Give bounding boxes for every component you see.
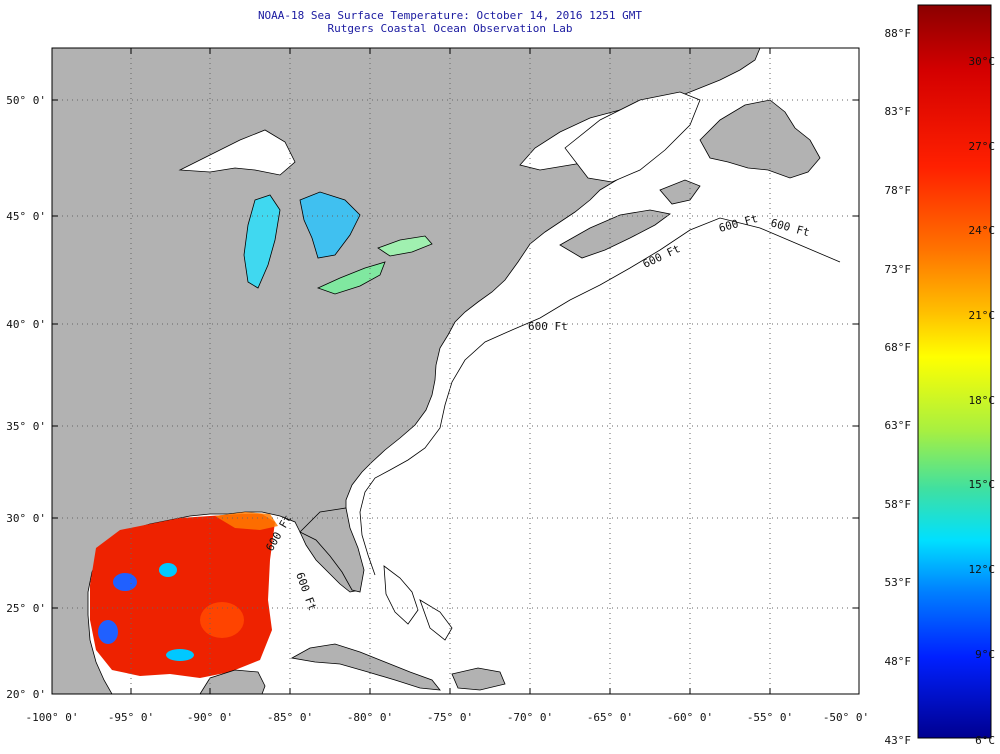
lon-label: -60° 0' xyxy=(667,711,713,724)
land-cuba xyxy=(290,643,441,691)
contour-label: 600 Ft xyxy=(528,320,568,333)
colorbar-f-label: 63°F xyxy=(885,419,912,432)
colorbar-c-label: 24°C xyxy=(969,224,996,237)
gulf-st-lawrence xyxy=(564,91,701,183)
colorbar-c-label: 18°C xyxy=(969,394,996,407)
gulf-cold-patch-4 xyxy=(166,649,194,661)
colorbar-f-label: 48°F xyxy=(885,655,912,668)
lon-label: -65° 0' xyxy=(587,711,633,724)
colorbar-f-label: 53°F xyxy=(885,576,912,589)
lake-ontario xyxy=(377,235,433,257)
lake-erie xyxy=(316,261,386,295)
colorbar-c-label: 27°C xyxy=(969,140,996,153)
bahamas-outline xyxy=(383,565,453,641)
land-newfoundland xyxy=(699,99,821,179)
lon-label: -55° 0' xyxy=(747,711,793,724)
lake-michigan xyxy=(243,194,281,289)
gulf-warm-patch-2 xyxy=(200,602,244,638)
lat-label: 30° 0' xyxy=(6,512,46,525)
colorbar-c-label: 9°C xyxy=(975,648,995,661)
colorbar-f-label: 88°F xyxy=(885,27,912,40)
lat-label: 35° 0' xyxy=(6,420,46,433)
colorbar-f-label: 43°F xyxy=(885,734,912,747)
lon-label: -95° 0' xyxy=(108,711,154,724)
lat-label: 50° 0' xyxy=(6,94,46,107)
colorbar-f-label: 78°F xyxy=(885,184,912,197)
lon-label: -70° 0' xyxy=(507,711,553,724)
lon-label: -90° 0' xyxy=(187,711,233,724)
map-title: NOAA-18 Sea Surface Temperature: October… xyxy=(257,9,643,22)
colorbar-c-label: 21°C xyxy=(969,309,996,322)
colorbar-c-label: 6°C xyxy=(975,734,995,747)
lon-label: -85° 0' xyxy=(267,711,313,724)
colorbar-gradient xyxy=(917,4,992,739)
colorbar-c-label: 15°C xyxy=(969,478,996,491)
colorbar-f-label: 58°F xyxy=(885,498,912,511)
shelf-contour xyxy=(359,217,841,576)
map-frame xyxy=(51,47,860,695)
gulf-cold-patch-2 xyxy=(98,620,118,644)
lat-label: 20° 0' xyxy=(6,688,46,701)
colorbar-c-label: 12°C xyxy=(969,563,996,576)
colorbar-f-label: 83°F xyxy=(885,105,912,118)
lon-label: -80° 0' xyxy=(347,711,393,724)
land-hispaniola xyxy=(451,667,506,691)
lat-label: 25° 0' xyxy=(6,602,46,615)
gulf-cold-patch-3 xyxy=(159,563,177,577)
land-nova-scotia xyxy=(559,209,671,259)
colorbar-f-label: 73°F xyxy=(885,263,912,276)
lat-label: 45° 0' xyxy=(6,210,46,223)
lat-label: 40° 0' xyxy=(6,318,46,331)
map-subtitle: Rutgers Coastal Ocean Observation Lab xyxy=(327,22,573,35)
colorbar-c-label: 30°C xyxy=(969,55,996,68)
colorbar-f-label: 68°F xyxy=(885,341,912,354)
tick-marks xyxy=(52,48,859,694)
gulf-cold-patch-1 xyxy=(113,573,137,591)
land-florida xyxy=(299,507,365,593)
gulf-warm-patch xyxy=(215,512,278,530)
lake-huron xyxy=(299,191,361,259)
lake-superior xyxy=(178,129,296,176)
lon-label: -50° 0' xyxy=(823,711,869,724)
lon-label: -75° 0' xyxy=(427,711,473,724)
lon-label: -100° 0' xyxy=(26,711,79,724)
